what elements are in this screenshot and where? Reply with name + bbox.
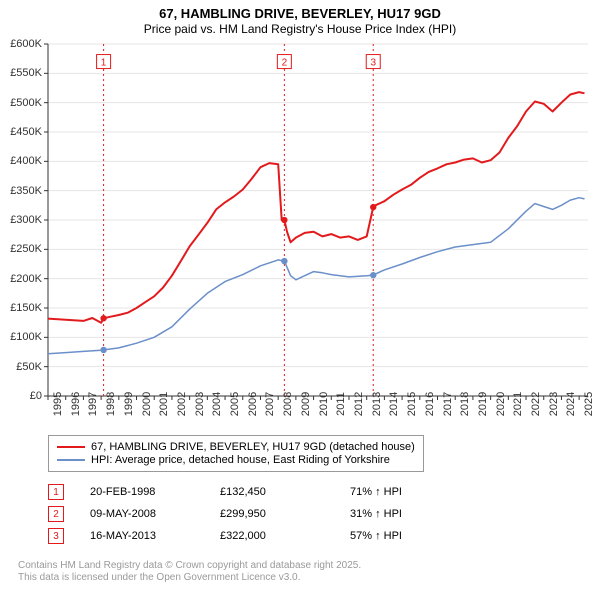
y-tick-label: £0 <box>30 390 42 402</box>
x-tick-label: 1997 <box>87 392 99 416</box>
chart-plot-area: 1 2 3 <box>48 44 588 396</box>
legend-item: HPI: Average price, detached house, East… <box>57 454 415 466</box>
legend-label: 67, HAMBLING DRIVE, BEVERLEY, HU17 9GD (… <box>91 441 415 453</box>
y-tick-label: £500K <box>10 97 42 109</box>
event-price: £132,450 <box>220 486 350 498</box>
x-tick-label: 2021 <box>512 392 524 416</box>
x-tick-label: 2000 <box>141 392 153 416</box>
events-table: 1 20-FEB-1998£132,45071% ↑ HPI 2 09-MAY-200… <box>48 480 402 548</box>
y-tick-label: £600K <box>10 38 42 50</box>
x-tick-label: 2006 <box>247 392 259 416</box>
legend-item: 67, HAMBLING DRIVE, BEVERLEY, HU17 9GD (… <box>57 441 415 453</box>
x-tick-label: 2017 <box>442 392 454 416</box>
x-tick-label: 2008 <box>282 392 294 416</box>
footer: Contains HM Land Registry data © Crown c… <box>18 560 361 584</box>
footer-line-1: Contains HM Land Registry data © Crown c… <box>18 560 361 572</box>
event-price: £299,950 <box>220 508 350 520</box>
x-tick-label: 2019 <box>477 392 489 416</box>
x-tick-label: 1998 <box>105 392 117 416</box>
x-tick-label: 2009 <box>300 392 312 416</box>
y-tick-label: £100K <box>10 331 42 343</box>
event-hpi: 31% ↑ HPI <box>350 508 402 520</box>
svg-text:1: 1 <box>101 58 107 69</box>
x-tick-label: 2016 <box>424 392 436 416</box>
x-tick-label: 2011 <box>335 392 347 416</box>
event-number-box: 1 <box>48 484 64 500</box>
legend: 67, HAMBLING DRIVE, BEVERLEY, HU17 9GD (… <box>48 435 424 472</box>
x-tick-label: 2018 <box>459 392 471 416</box>
svg-text:2: 2 <box>282 58 288 69</box>
x-tick-label: 2015 <box>406 392 418 416</box>
y-tick-label: £300K <box>10 214 42 226</box>
legend-swatch <box>57 446 85 448</box>
title-line-2: Price paid vs. HM Land Registry's House … <box>0 22 600 37</box>
y-tick-label: £400K <box>10 155 42 167</box>
event-row: 1 20-FEB-1998£132,45071% ↑ HPI <box>48 482 402 502</box>
y-axis-labels: £0£50K£100K£150K£200K£250K£300K£350K£400… <box>0 44 44 396</box>
event-date: 16-MAY-2013 <box>90 530 220 542</box>
y-tick-label: £150K <box>10 302 42 314</box>
x-tick-label: 2005 <box>229 392 241 416</box>
x-tick-label: 2003 <box>194 392 206 416</box>
x-tick-label: 2013 <box>371 392 383 416</box>
x-tick-label: 1995 <box>52 392 64 416</box>
x-axis-labels: 1995199619971998199920002001200220032004… <box>48 400 588 440</box>
y-tick-label: £250K <box>10 243 42 255</box>
x-tick-label: 2010 <box>318 392 330 416</box>
legend-swatch <box>57 459 85 461</box>
footer-line-2: This data is licensed under the Open Gov… <box>18 572 361 584</box>
title-line-1: 67, HAMBLING DRIVE, BEVERLEY, HU17 9GD <box>0 6 600 22</box>
legend-label: HPI: Average price, detached house, East… <box>91 454 390 466</box>
event-price: £322,000 <box>220 530 350 542</box>
svg-text:3: 3 <box>370 58 376 69</box>
y-tick-label: £200K <box>10 273 42 285</box>
y-tick-label: £50K <box>16 361 42 373</box>
y-tick-label: £350K <box>10 185 42 197</box>
x-tick-label: 2012 <box>353 392 365 416</box>
x-tick-label: 2004 <box>211 392 223 416</box>
event-number-box: 3 <box>48 528 64 544</box>
x-tick-label: 2025 <box>583 392 595 416</box>
event-row: 3 16-MAY-2013£322,00057% ↑ HPI <box>48 526 402 546</box>
x-tick-label: 2022 <box>530 392 542 416</box>
y-tick-label: £450K <box>10 126 42 138</box>
x-tick-label: 2014 <box>388 392 400 416</box>
event-date: 20-FEB-1998 <box>90 486 220 498</box>
x-tick-label: 1996 <box>70 392 82 416</box>
x-tick-label: 2023 <box>548 392 560 416</box>
event-hpi: 71% ↑ HPI <box>350 486 402 498</box>
x-tick-label: 1999 <box>123 392 135 416</box>
x-tick-label: 2002 <box>176 392 188 416</box>
x-tick-label: 2007 <box>264 392 276 416</box>
y-tick-label: £550K <box>10 67 42 79</box>
chart-titles: 67, HAMBLING DRIVE, BEVERLEY, HU17 9GD P… <box>0 0 600 37</box>
x-tick-label: 2024 <box>565 392 577 416</box>
event-number-box: 2 <box>48 506 64 522</box>
x-tick-label: 2001 <box>158 392 170 416</box>
x-tick-label: 2020 <box>495 392 507 416</box>
event-hpi: 57% ↑ HPI <box>350 530 402 542</box>
event-date: 09-MAY-2008 <box>90 508 220 520</box>
event-row: 2 09-MAY-2008£299,95031% ↑ HPI <box>48 504 402 524</box>
